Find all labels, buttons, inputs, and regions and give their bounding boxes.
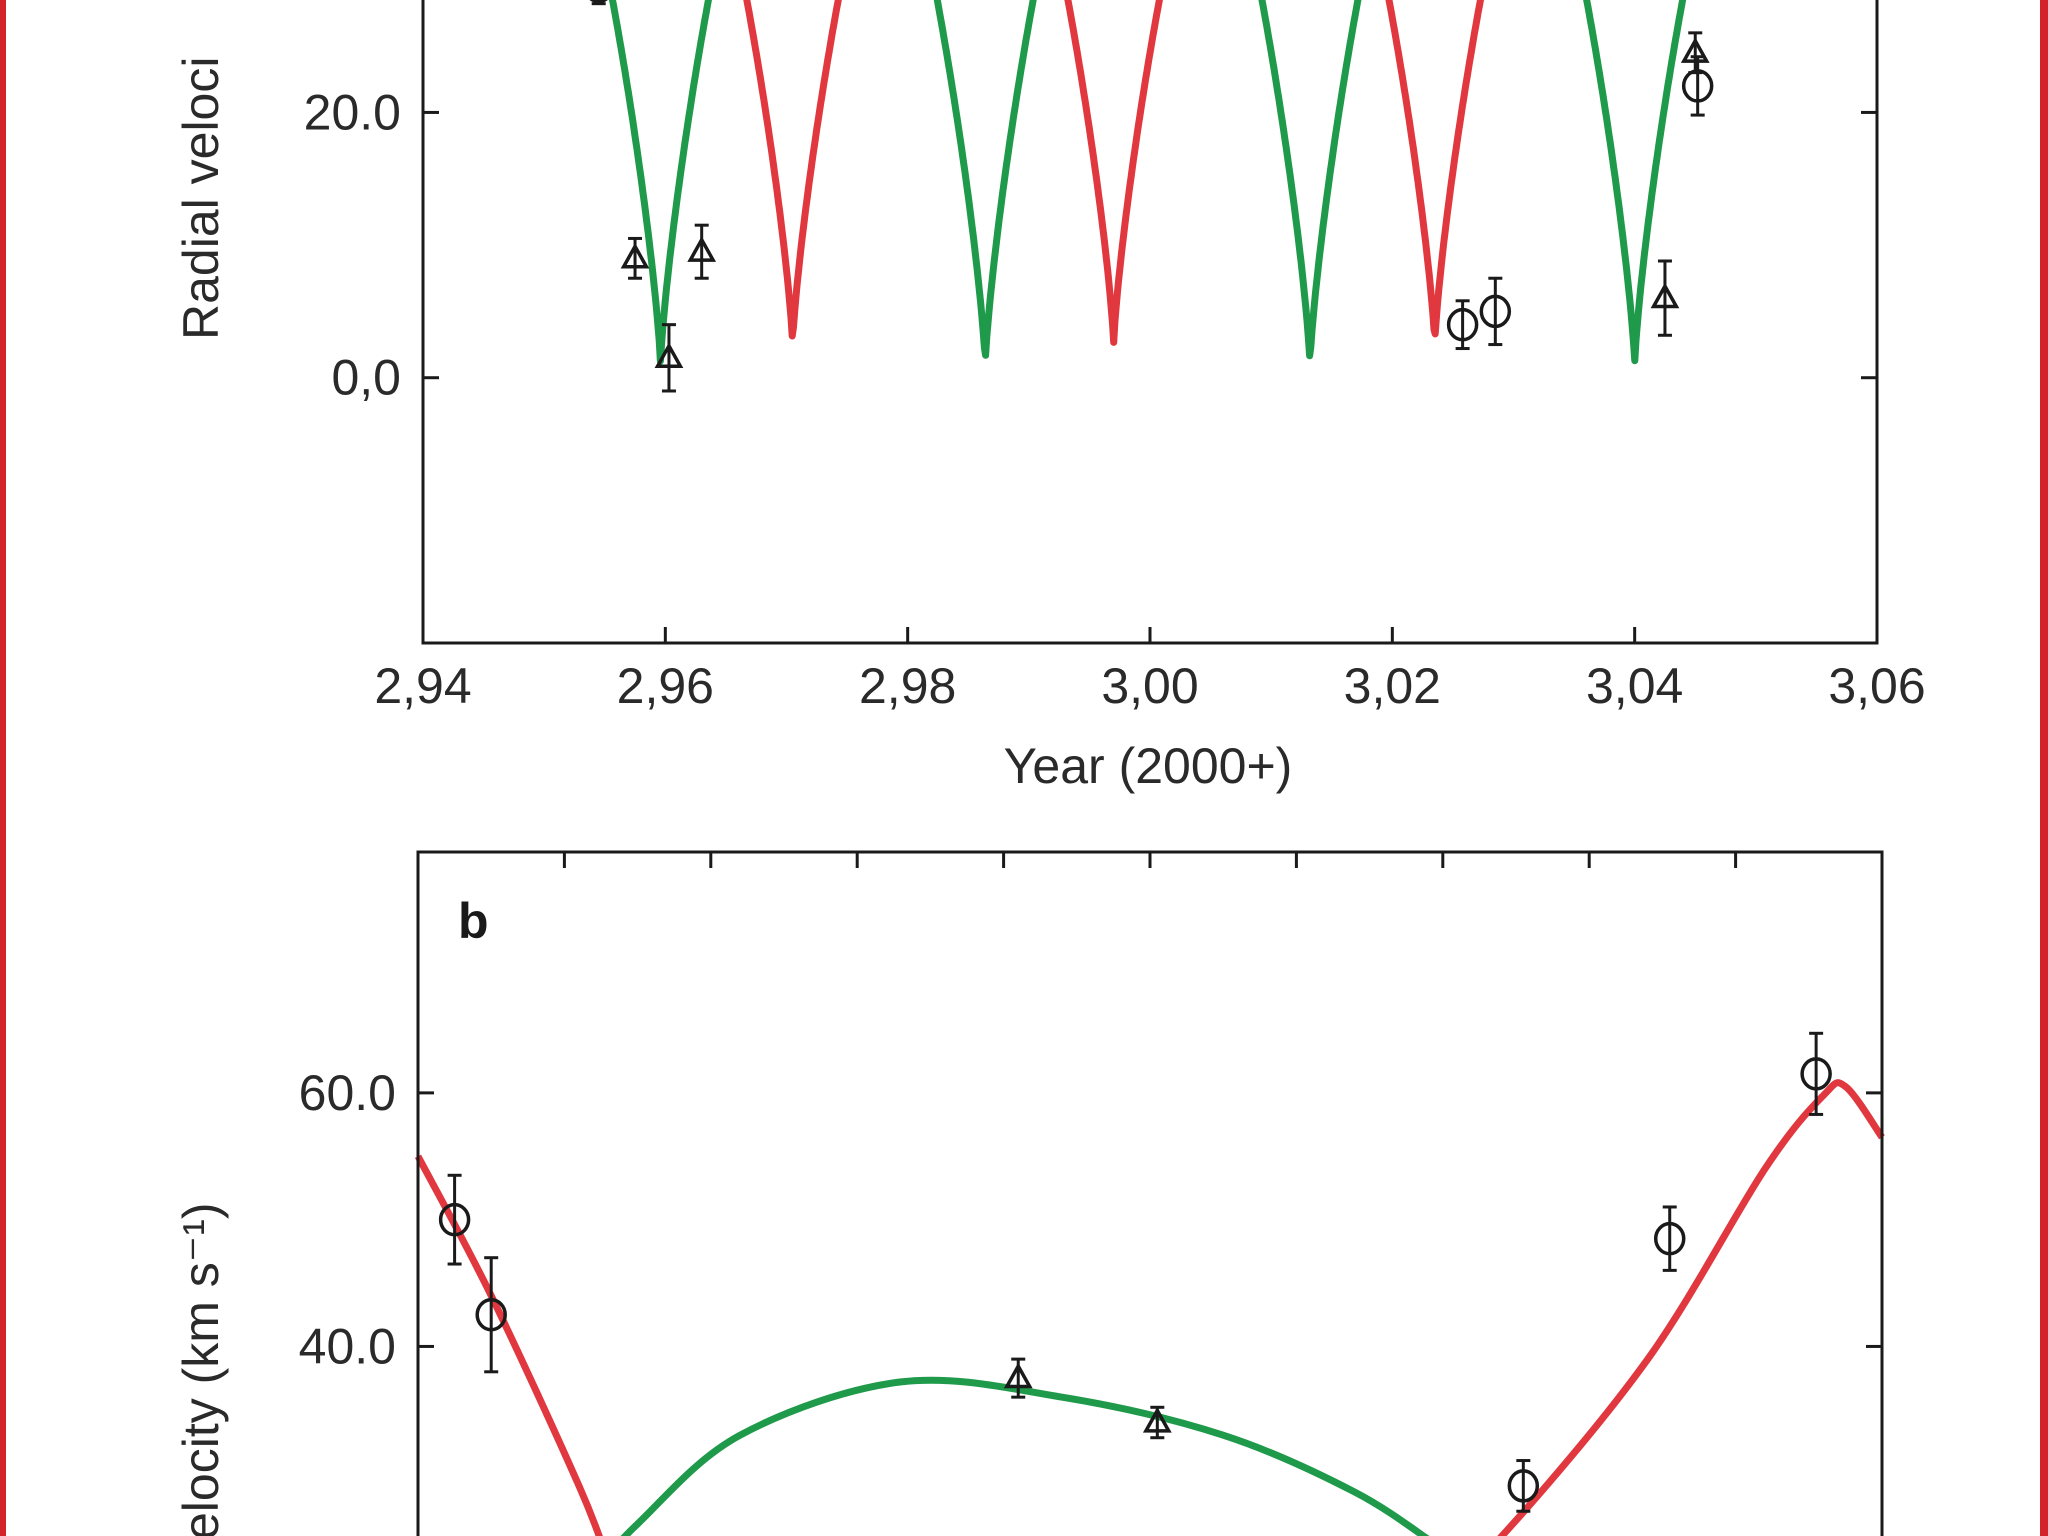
pa-circle-point bbox=[1681, 69, 1714, 103]
pa-x-tick-label: 3,06 bbox=[1828, 658, 1925, 714]
pb-primary-fit-curve bbox=[1497, 1079, 1885, 1536]
pa-triangle-point bbox=[654, 342, 684, 368]
panel-a-y-axis-title: Radial veloci bbox=[173, 57, 229, 340]
pa-triangle-point bbox=[1680, 37, 1710, 63]
pa-triangle-point bbox=[1650, 282, 1680, 309]
panel-a-data-points bbox=[589, 0, 1714, 393]
pa-plot-frame bbox=[421, 0, 1879, 645]
panel-b-data-points bbox=[438, 1031, 1832, 1513]
pb-secondary-fit-curve bbox=[620, 1376, 1430, 1536]
pa-y-tick-label: 0,0 bbox=[331, 350, 401, 406]
panel-b-fit-curves bbox=[414, 1079, 1885, 1536]
pa-y-tick-label: 20.0 bbox=[304, 84, 401, 140]
pa-triangle-point bbox=[687, 236, 717, 262]
pa-circle-point bbox=[1446, 307, 1479, 342]
figure-border-right bbox=[2040, 0, 2048, 1536]
pb-circle-point bbox=[1800, 1057, 1832, 1091]
pa-x-tick-label: 3,04 bbox=[1586, 658, 1683, 714]
panel-b-axes: 40.0 60.0 bbox=[299, 850, 1884, 1536]
pb-triangle-point bbox=[1142, 1406, 1172, 1433]
pa-primary-fit-curve bbox=[743, 0, 1485, 346]
pb-plot-frame bbox=[416, 850, 1884, 1536]
pb-circle-point bbox=[438, 1202, 471, 1237]
panel-b-label: b bbox=[458, 893, 489, 949]
pa-circle-point bbox=[1479, 294, 1512, 329]
panel-b: 40.0 60.0 b elocity (km s⁻¹) bbox=[173, 850, 1885, 1536]
panel-b-y-axis-title: elocity (km s⁻¹) bbox=[173, 1203, 229, 1536]
pb-triangle-point bbox=[1003, 1362, 1033, 1389]
pa-x-tick-label: 2,94 bbox=[374, 658, 471, 714]
pa-x-tick-label: 2,96 bbox=[617, 658, 714, 714]
panel-a-axes: 0,0 20.0 2,94 2,96 2,98 3,00 3,02 3,04 3,06 bbox=[304, 0, 1926, 714]
pb-circle-point bbox=[1653, 1221, 1686, 1256]
panel-a-x-axis-title: Year (2000+) bbox=[1004, 738, 1293, 794]
figure-border-left bbox=[0, 0, 6, 1536]
pa-x-tick-label: 3,00 bbox=[1101, 658, 1198, 714]
pb-circle-point bbox=[1507, 1469, 1540, 1503]
pa-x-tick-label: 3,02 bbox=[1344, 658, 1441, 714]
pb-circle-point bbox=[475, 1297, 507, 1332]
pa-x-tick-label: 2,98 bbox=[859, 658, 956, 714]
pb-y-tick-label: 60.0 bbox=[299, 1065, 396, 1121]
pb-primary-fit-curve bbox=[414, 1154, 603, 1536]
pb-y-tick-label: 40.0 bbox=[299, 1318, 396, 1374]
pa-circle-point bbox=[589, 0, 608, 4]
panel-a: 0,0 20.0 2,94 2,96 2,98 3,00 3,02 3,04 3,06 Radi… bbox=[173, 0, 1926, 794]
pa-triangle-point bbox=[620, 242, 650, 269]
panel-a-fit-curves bbox=[608, 0, 1687, 365]
